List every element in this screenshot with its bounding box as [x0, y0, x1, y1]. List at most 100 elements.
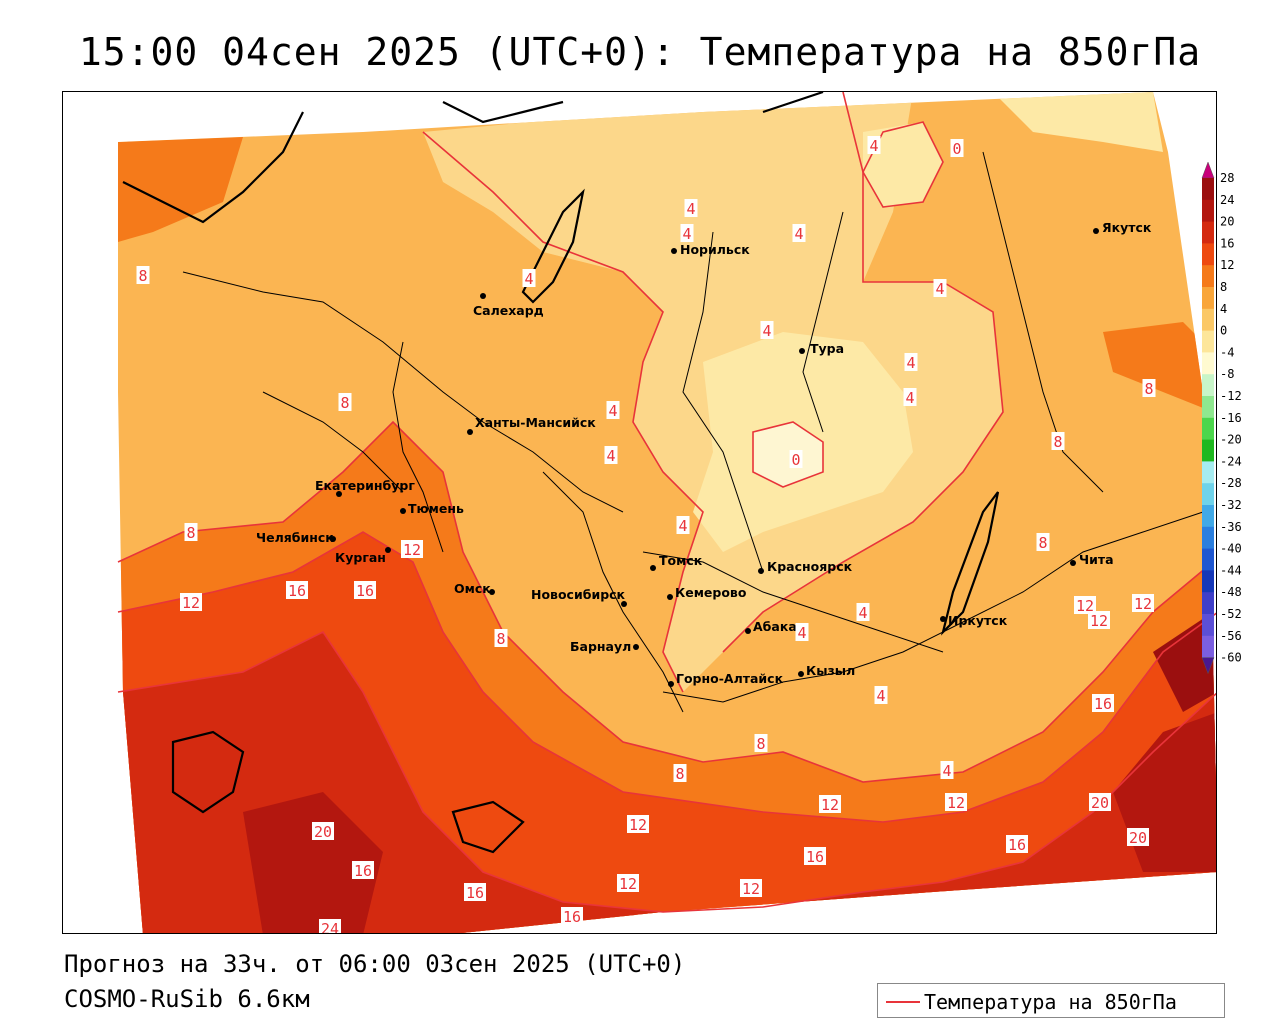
isotherm-label-text: 8 [1144, 380, 1153, 398]
temp-field-0-center [753, 422, 823, 487]
isotherm-label: 4 [680, 224, 694, 243]
temp-field-20-24 [118, 632, 1216, 933]
border-line-9 [262, 391, 404, 493]
isotherm-label-bg [180, 593, 202, 611]
isotherm-label-bg [1074, 596, 1096, 614]
isotherm-label-bg [354, 581, 376, 599]
isotherm-4-west [422, 131, 704, 693]
isotherm-label-text: 12 [403, 541, 421, 559]
legend-line-swatch [886, 1001, 920, 1003]
colorbar-tick-label: -60 [1220, 651, 1242, 665]
temp-field-12-east [1103, 322, 1213, 412]
city-gorno-altaysk: Горно-Алтайск [668, 671, 784, 687]
isotherm-label-bg [1006, 835, 1028, 853]
isotherm-label-text: 8 [340, 394, 349, 412]
isotherm-label: 4 [904, 353, 918, 372]
isotherm-label-text: 4 [678, 517, 687, 535]
isotherm-label: 4 [795, 623, 809, 642]
colorbar-tick-label: -52 [1220, 607, 1242, 621]
isotherm-label: 4 [522, 269, 536, 288]
isotherm-label-bg [522, 269, 536, 287]
isotherm-label: 12 [617, 874, 639, 893]
isotherm-label-bg [933, 279, 947, 297]
colorbar-swatch [1202, 221, 1214, 244]
isotherm-label-bg [1088, 611, 1110, 629]
isotherm-label-bg [950, 139, 964, 157]
isotherm-label: 4 [856, 603, 870, 622]
isotherm-label: 16 [352, 861, 374, 880]
city-irkutsk: Иркутск [940, 613, 1008, 628]
isotherm-label-text: 16 [1094, 695, 1112, 713]
colorbar-tick-label: -32 [1220, 498, 1242, 512]
isotherm-label-text: 8 [186, 524, 195, 542]
isotherm-label-bg [1092, 694, 1114, 712]
city-yakutsk: Якутск [1093, 220, 1152, 235]
isotherm-label-text: 4 [794, 225, 803, 243]
isotherm-label: 4 [676, 516, 690, 535]
isotherm-label-bg [312, 822, 334, 840]
city-novosibirsk: Новосибирск [531, 587, 627, 607]
isotherm-label-text: 12 [1076, 597, 1094, 615]
isotherm-label: 16 [804, 847, 826, 866]
isotherm-label-bg [789, 450, 803, 468]
city-dot [480, 293, 486, 299]
city-dot [799, 348, 805, 354]
city-ekaterinburg: Екатеринбург [315, 478, 415, 497]
city-dot [385, 547, 391, 553]
isotherm-label-bg [1036, 533, 1050, 551]
isotherm-lines [117, 92, 1216, 913]
isotherm-label-text: 20 [314, 823, 332, 841]
border-line-5 [662, 511, 1204, 703]
isotherm-label: 16 [464, 883, 486, 902]
isotherm-label: 8 [136, 266, 150, 285]
city-dot [798, 671, 804, 677]
isotherm-label-bg [680, 224, 694, 242]
isotherm-label: 8 [1051, 432, 1065, 451]
border-line-3 [542, 471, 684, 713]
isotherm-label-text: 4 [524, 270, 533, 288]
isotherm-label: 0 [789, 450, 803, 469]
isotherm-label-bg [1051, 432, 1065, 450]
isotherm-label-bg [673, 764, 687, 782]
coast-ob-gulf [521, 188, 585, 304]
colorbar-swatch [1202, 592, 1214, 615]
colorbar-swatch [1202, 178, 1214, 201]
isotherm-label-bg [684, 199, 698, 217]
city-dot [330, 536, 336, 542]
isotherm-label: 4 [933, 279, 947, 298]
colorbar-tick-label: -44 [1220, 563, 1242, 577]
city-dot [745, 628, 751, 634]
isotherm-label-text: 16 [356, 582, 374, 600]
isotherm-12 [117, 531, 1216, 823]
city-label: Красноярск [767, 559, 853, 574]
temp-field-28-se [1153, 612, 1216, 712]
border-line-6 [682, 231, 764, 573]
isotherm-label-bg [1089, 793, 1111, 811]
isotherm-0-center [752, 421, 824, 488]
isotherm-label-text: 4 [686, 200, 695, 218]
isotherm-label-bg [903, 388, 917, 406]
city-dot [1070, 560, 1076, 566]
isotherm-label-bg [604, 446, 618, 464]
lake-baikal [940, 491, 1000, 636]
colorbar-swatch [1202, 374, 1214, 397]
border-line-2 [392, 341, 444, 553]
map-title: 15:00 04сен 2025 (UTC+0): Температура на… [78, 30, 1202, 74]
isotherm-label: 12 [627, 815, 649, 834]
city-dot [1093, 228, 1099, 234]
isotherm-label-bg [795, 623, 809, 641]
city-label: Салехард [473, 303, 544, 318]
isotherm-label: 12 [1088, 611, 1110, 630]
isotherm-label-text: 16 [354, 862, 372, 880]
isotherm-label: 24 [319, 919, 341, 933]
caspian-north [171, 730, 245, 814]
isotherm-label: 8 [754, 734, 768, 753]
city-tura: Тура [799, 341, 844, 356]
isotherm-label-bg [940, 761, 954, 779]
colorbar-swatch [1202, 308, 1214, 332]
isotherm-label-text: 12 [182, 594, 200, 612]
colorbar-tick-label: 12 [1220, 258, 1234, 272]
city-khanty-mansiysk: Ханты-Мансийск [467, 415, 596, 435]
isotherm-label-text: 8 [1053, 433, 1062, 451]
city-dot [940, 616, 946, 622]
